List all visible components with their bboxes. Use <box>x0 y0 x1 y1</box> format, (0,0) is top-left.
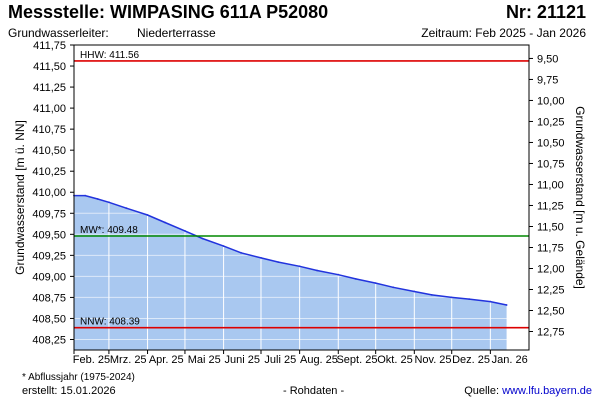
right-tick-label: 11,50 <box>537 221 564 233</box>
period-label: Zeitraum: Feb 2025 - Jan 2026 <box>421 26 586 40</box>
y-axis-label-left: Grundwasserstand [m ü. NN] <box>13 120 27 275</box>
data-point <box>489 300 492 303</box>
data-point <box>260 257 262 259</box>
right-tick-label: 11,25 <box>537 200 564 212</box>
x-tick-label: Apr. 25 <box>149 354 184 366</box>
data-point <box>164 221 166 224</box>
left-tick-label: 410,75 <box>32 124 66 136</box>
left-tick-label: 409,00 <box>32 271 66 283</box>
right-tick-label: 10,75 <box>537 158 565 170</box>
data-point <box>108 201 110 204</box>
x-tick-label: Okt. 25 <box>377 354 412 366</box>
data-point <box>354 278 357 280</box>
plot-frame <box>73 44 530 351</box>
x-tick-label: Aug. 25 <box>300 354 338 366</box>
aquifer-value: Niederterrasse <box>137 26 216 40</box>
left-tick-label: 410,50 <box>32 145 66 157</box>
x-tick-label: Sept. 25 <box>336 354 377 366</box>
x-axis-ticks: Feb. 25 Mrz. 25 Apr. 25 Mai 25 Juni 25 Juli 2… <box>73 350 528 366</box>
left-tick-label: 408,50 <box>32 313 66 325</box>
station-number: Nr: 21121 <box>505 2 586 22</box>
x-tick-label: Dez. 25 <box>452 354 490 366</box>
left-tick-label: 408,25 <box>32 334 66 346</box>
left-tick-label: 411,75 <box>33 40 66 52</box>
source: Quelle: www.lfu.bayern.de <box>464 385 592 397</box>
data-point <box>184 230 186 232</box>
left-tick-label: 411,50 <box>33 61 66 73</box>
raw-data-note: - Rohdaten - <box>283 385 345 397</box>
data-point <box>468 298 471 300</box>
x-tick-label: Nov. 25 <box>414 354 451 366</box>
data-point <box>450 296 453 299</box>
data-point <box>277 261 280 263</box>
x-tick-label: Juli 25 <box>264 354 296 366</box>
data-point <box>84 194 87 197</box>
right-tick-label: 10,25 <box>537 116 565 128</box>
data-point <box>146 214 149 216</box>
right-axis-ticks: 12,75 12,50 12,25 12,00 11,75 11,50 11,25 11,00… <box>529 53 565 339</box>
data-point <box>505 304 508 306</box>
x-tick-label: Mai 25 <box>188 354 221 366</box>
right-tick-label: 9,50 <box>537 53 558 65</box>
left-tick-label: 411,00 <box>33 103 66 115</box>
right-tick-label: 11,00 <box>537 179 564 191</box>
left-tick-label: 410,25 <box>32 166 66 178</box>
data-point <box>96 198 99 200</box>
right-tick-label: 11,75 <box>537 242 564 254</box>
line-layer <box>73 194 508 306</box>
data-point <box>240 251 242 254</box>
footnote: * Abflussjahr (1975-2024) <box>22 372 135 383</box>
data-point <box>374 282 377 284</box>
data-point <box>316 269 318 272</box>
created-date: erstellt: 15.01.2026 <box>22 385 116 397</box>
data-point <box>222 245 225 248</box>
left-tick-label: 410,00 <box>32 187 66 199</box>
x-tick-label: Mrz. 25 <box>110 354 147 366</box>
data-point <box>201 237 204 240</box>
x-tick-label: Feb. 25 <box>73 354 110 366</box>
left-tick-label: 408,75 <box>32 292 66 304</box>
data-point <box>392 286 394 289</box>
source-link[interactable]: www.lfu.bayern.de <box>502 385 592 397</box>
reference-label-1: MW*: 409.48 <box>80 225 138 236</box>
right-tick-label: 12,00 <box>537 263 565 275</box>
reference-lines: HHW: 411.56 MW*: 409.48 NNW: 408.39 <box>74 50 529 329</box>
data-point <box>125 207 128 210</box>
left-axis-ticks: 408,25 408,50 408,75 409,00 409,25 409,50 409,… <box>32 40 74 346</box>
right-tick-label: 9,75 <box>537 74 558 86</box>
reference-label-0: HHW: 411.56 <box>80 50 140 61</box>
right-tick-label: 12,75 <box>537 327 565 339</box>
left-tick-label: 409,25 <box>32 250 66 262</box>
data-point <box>337 273 340 276</box>
aquifer-label: Grundwasserleiter: <box>8 26 109 40</box>
right-tick-label: 10,00 <box>537 95 565 107</box>
left-tick-label: 409,50 <box>32 229 66 241</box>
left-tick-label: 409,75 <box>32 208 66 220</box>
page-title: Messstelle: WIMPASING 611A P52080 <box>8 2 329 22</box>
x-tick-label: Juni 25 <box>225 354 260 366</box>
right-tick-label: 10,50 <box>537 137 565 149</box>
data-point <box>298 265 301 268</box>
reference-label-2: NNW: 408.39 <box>80 317 140 328</box>
data-point <box>413 290 416 293</box>
y-axis-label-right: Grundwasserstand [m u. Gelände] <box>573 106 587 289</box>
right-tick-label: 12,50 <box>537 306 565 318</box>
data-point <box>430 294 433 296</box>
right-tick-label: 12,25 <box>537 285 565 297</box>
x-tick-label: Jan. 26 <box>492 354 528 366</box>
source-label: Quelle: <box>464 385 500 397</box>
left-tick-label: 411,25 <box>33 82 66 94</box>
